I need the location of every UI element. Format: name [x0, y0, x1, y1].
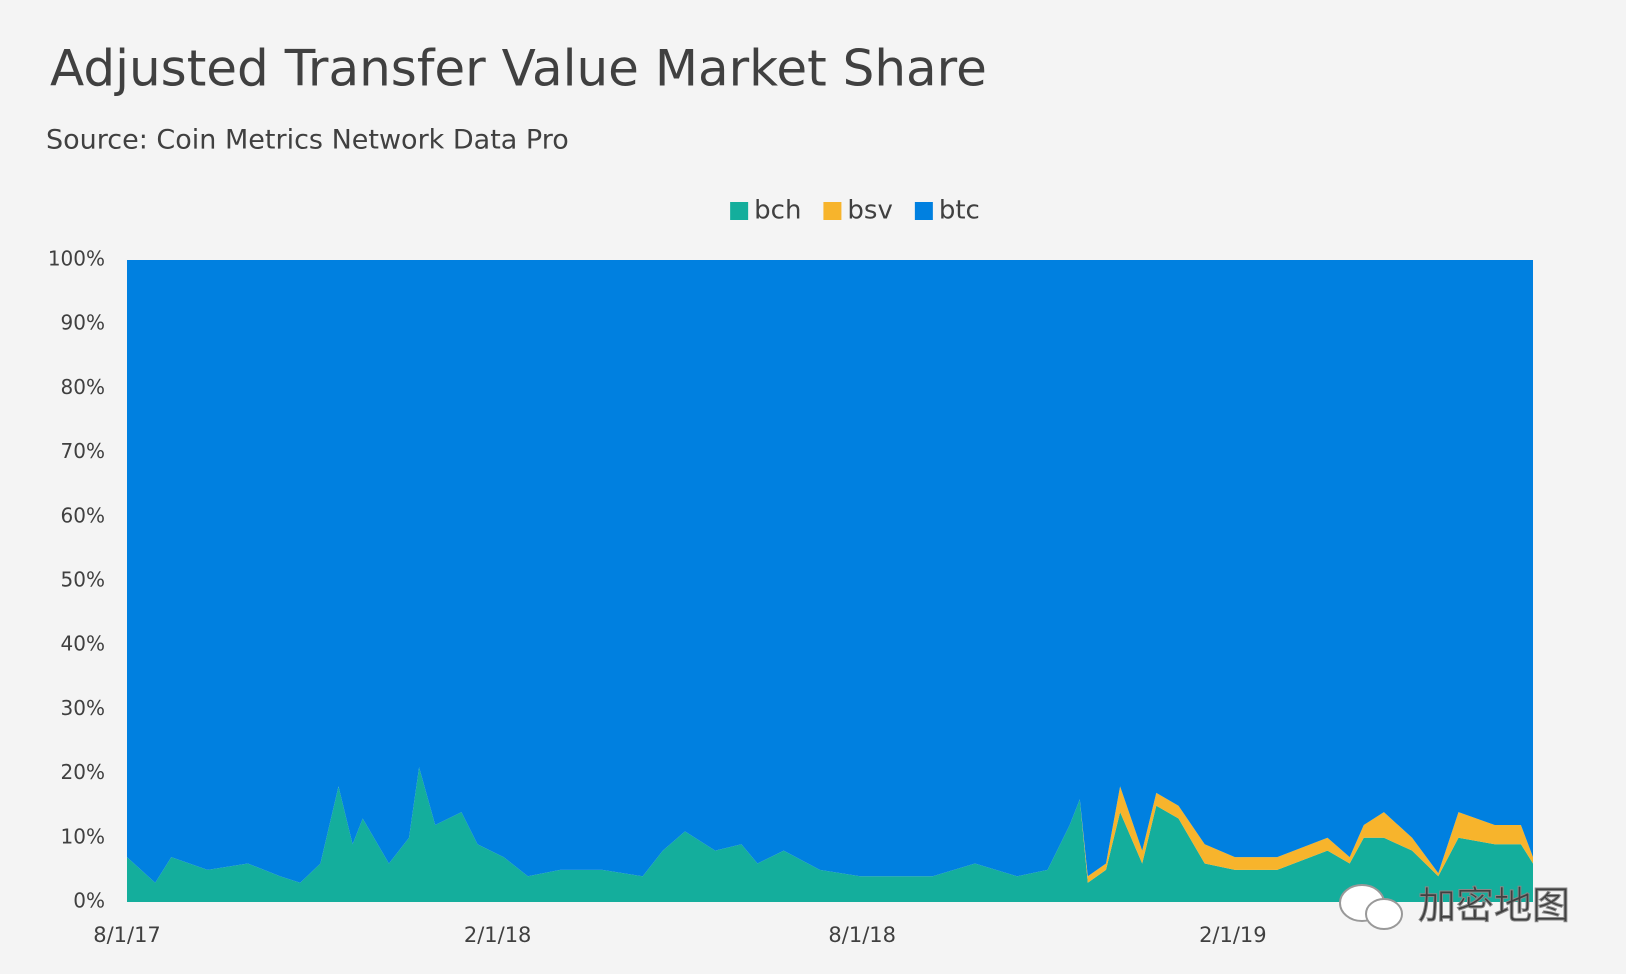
y-tick-label: 40%: [61, 632, 105, 656]
legend-label: bsv: [847, 196, 892, 226]
area: [127, 260, 1533, 883]
y-tick-label: 90%: [61, 311, 105, 335]
y-tick-label: 0%: [73, 889, 105, 913]
x-tick-label: 2/1/18: [464, 923, 532, 947]
watermark-text: 加密地图: [1418, 884, 1570, 928]
legend-swatch: [914, 202, 933, 220]
y-tick-label: 20%: [61, 760, 105, 784]
x-tick-label: 2/1/19: [1199, 923, 1267, 947]
legend-item: bch: [730, 196, 801, 226]
legend-swatch: [730, 202, 749, 220]
plot-area: 0% 10% 20% 30% 40% 50% 60% 70% 80% 90% 100% 8/1/17 2…: [48, 196, 1533, 947]
legend: bch bsv btc: [730, 196, 980, 226]
legend-swatch: [823, 202, 842, 220]
y-tick-label: 30%: [61, 696, 105, 720]
y-tick-label: 70%: [61, 439, 105, 463]
y-tick-label: 100%: [48, 247, 105, 271]
y-tick-label: 80%: [61, 375, 105, 399]
watermark-icon: [1365, 898, 1403, 930]
legend-item: bsv: [823, 196, 893, 226]
x-tick-label: 8/1/17: [93, 923, 161, 947]
legend-item: btc: [914, 196, 980, 226]
area: [127, 767, 1533, 902]
y-tick-label: 60%: [61, 503, 105, 527]
legend-label: bch: [754, 196, 801, 226]
y-tick-label: 10%: [61, 824, 105, 848]
x-tick-label: 8/1/18: [828, 923, 896, 947]
y-tick-label: 50%: [61, 568, 105, 592]
chart-title: Adjusted Transfer Value Market Share: [50, 40, 987, 98]
watermark: 加密地图: [1339, 883, 1571, 930]
legend-label: btc: [939, 196, 980, 226]
chart-subtitle: Source: Coin Metrics Network Data Pro: [46, 125, 569, 156]
